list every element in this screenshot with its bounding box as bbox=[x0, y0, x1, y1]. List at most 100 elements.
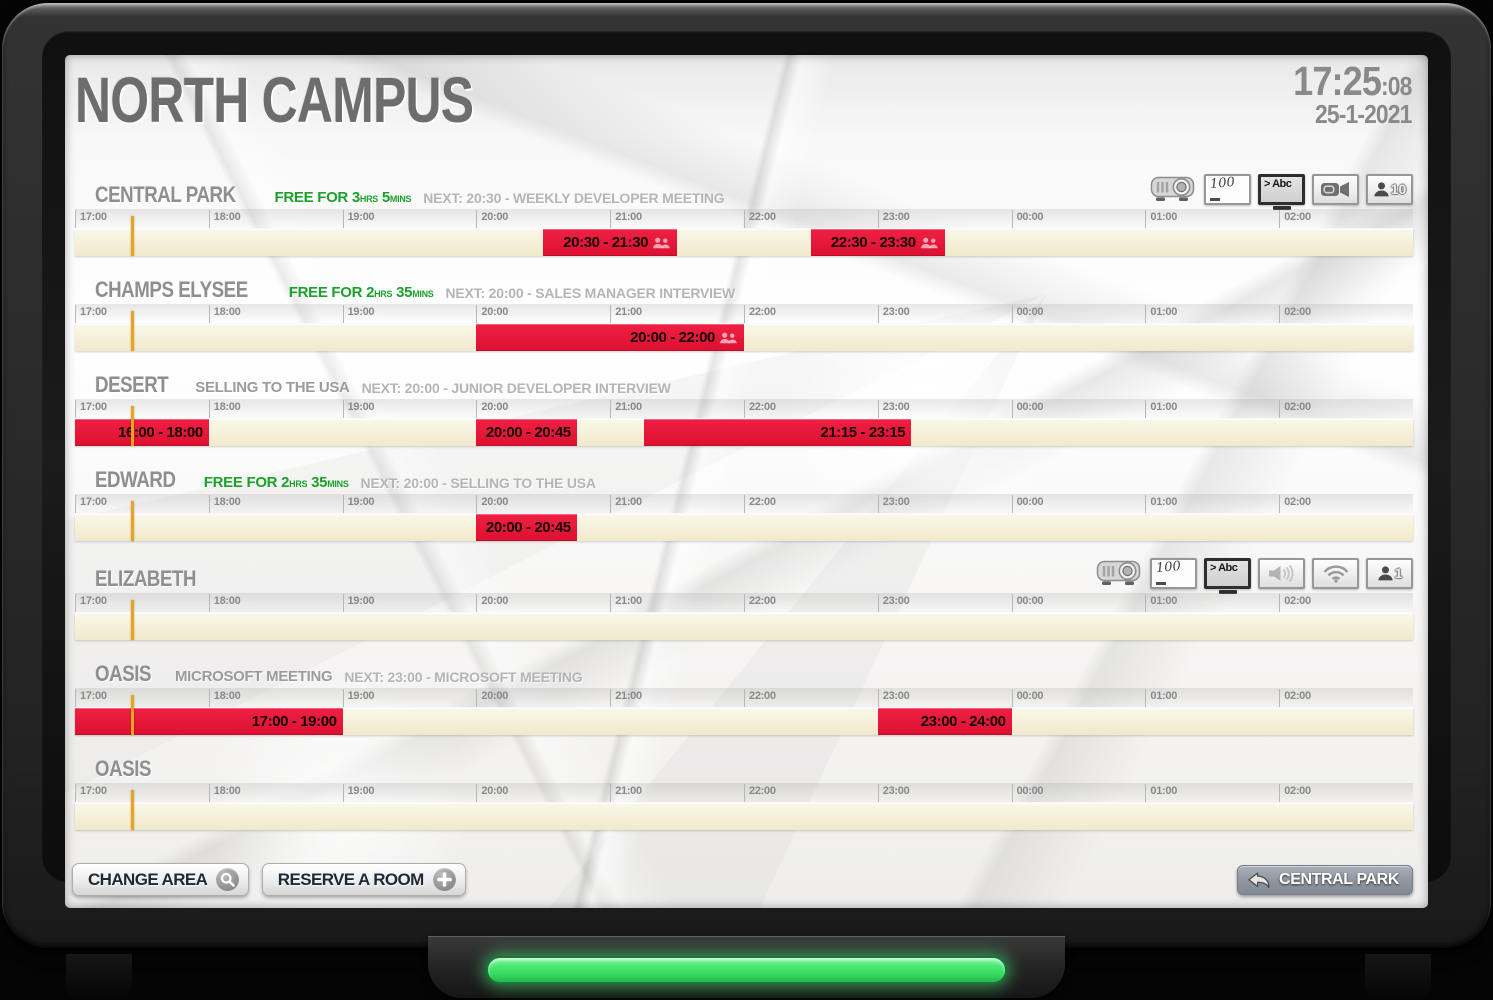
room-status: SELLING TO THE USA bbox=[195, 379, 350, 396]
tick-00:00: 00:00 bbox=[1011, 689, 1044, 707]
time-axis: 17:00 18:00 19:00 20:00 21:00 22:00 23:00 00:00… bbox=[75, 399, 1413, 419]
stand-leg-right bbox=[1365, 954, 1431, 1000]
room-name: ELIZABETH bbox=[95, 566, 197, 591]
whiteboard-icon: 100 bbox=[1204, 173, 1251, 205]
timeline-bar[interactable]: 16:00 - 18:00 20:00 - 20:45 21:15 - 23:15 bbox=[75, 419, 1413, 446]
tick-00:00: 00:00 bbox=[1011, 210, 1044, 228]
room-amenities: 100 > Abc 10 bbox=[1142, 173, 1413, 210]
room-status: FREE FOR 2HRS 35MINS bbox=[288, 284, 434, 301]
capacity-icon: 1 bbox=[1366, 557, 1413, 589]
current-time-line bbox=[131, 311, 135, 351]
room-row[interactable]: ELIZABETH 100 > Abc 1 17:00 18:00 19:00 20:00… bbox=[65, 551, 1428, 640]
booking-block[interactable]: 21:15 - 23:15 bbox=[644, 419, 912, 446]
speaker-icon bbox=[1258, 557, 1305, 589]
tick-19:00: 19:00 bbox=[342, 495, 375, 513]
time-axis: 17:00 18:00 19:00 20:00 21:00 22:00 23:00 00:00… bbox=[75, 783, 1413, 803]
reserve-room-button[interactable]: RESERVE A ROOM bbox=[261, 863, 466, 896]
tick-23:00: 23:00 bbox=[877, 400, 910, 418]
room-timeline: 17:00 18:00 19:00 20:00 21:00 22:00 23:00 00:00… bbox=[75, 494, 1413, 541]
room-header: CENTRAL PARK FREE FOR 3HRS 5MINS NEXT: 2… bbox=[65, 167, 1428, 210]
booking-time-label: 20:00 - 22:00 bbox=[630, 329, 715, 346]
booking-time-label: 22:30 - 23:30 bbox=[830, 234, 916, 251]
timeline-bar[interactable]: 20:00 - 22:00 bbox=[75, 324, 1413, 351]
timeline-bar[interactable] bbox=[75, 803, 1413, 830]
timeline-bar[interactable]: 17:00 - 19:00 23:00 - 24:00 bbox=[75, 708, 1413, 735]
tick-21:00: 21:00 bbox=[610, 495, 642, 513]
wifi-icon bbox=[1312, 557, 1359, 589]
tick-23:00: 23:00 bbox=[877, 210, 910, 228]
tick-17:00: 17:00 bbox=[75, 210, 107, 228]
time-axis: 17:00 18:00 19:00 20:00 21:00 22:00 23:00 00:00… bbox=[75, 304, 1413, 324]
booking-block[interactable]: 16:00 - 18:00 bbox=[75, 419, 209, 446]
tick-18:00: 18:00 bbox=[208, 594, 241, 612]
tick-02:00: 02:00 bbox=[1279, 495, 1311, 513]
time-axis: 17:00 18:00 19:00 20:00 21:00 22:00 23:00 00:00… bbox=[75, 593, 1413, 613]
tick-20:00: 20:00 bbox=[476, 784, 508, 802]
room-row[interactable]: OASIS 17:00 18:00 19:00 20:00 21:00 22:00 23:0… bbox=[65, 741, 1428, 830]
room-timeline: 17:00 18:00 19:00 20:00 21:00 22:00 23:00 00:00… bbox=[75, 688, 1413, 735]
stand-leg-left bbox=[66, 954, 132, 1000]
time-axis: 17:00 18:00 19:00 20:00 21:00 22:00 23:00 00:00… bbox=[75, 688, 1413, 708]
booking-block[interactable]: 20:00 - 20:45 bbox=[476, 514, 576, 541]
tick-02:00: 02:00 bbox=[1279, 305, 1311, 323]
change-area-label: CHANGE AREA bbox=[88, 869, 208, 889]
tick-20:00: 20:00 bbox=[476, 305, 508, 323]
tick-02:00: 02:00 bbox=[1279, 594, 1311, 612]
tick-18:00: 18:00 bbox=[208, 784, 241, 802]
timeline-bar[interactable] bbox=[75, 613, 1413, 640]
room-row[interactable]: OASIS MICROSOFT MEETING NEXT: 23:00 - MI… bbox=[65, 646, 1428, 735]
room-name: CENTRAL PARK bbox=[95, 182, 236, 207]
room-row[interactable]: CHAMPS ELYSEE FREE FOR 2HRS 35MINS NEXT:… bbox=[65, 262, 1428, 351]
tick-17:00: 17:00 bbox=[75, 689, 107, 707]
booking-block[interactable]: 20:00 - 22:00 bbox=[476, 324, 744, 351]
room-row[interactable]: DESERT SELLING TO THE USA NEXT: 20:00 - … bbox=[65, 357, 1428, 446]
room-timeline: 17:00 18:00 19:00 20:00 21:00 22:00 23:00 00:00… bbox=[75, 304, 1413, 351]
tick-21:00: 21:00 bbox=[610, 784, 642, 802]
tick-01:00: 01:00 bbox=[1145, 305, 1177, 323]
tick-17:00: 17:00 bbox=[75, 594, 107, 612]
room-name: CHAMPS ELYSEE bbox=[95, 277, 248, 302]
tick-19:00: 19:00 bbox=[342, 689, 375, 707]
tv-icon: > Abc bbox=[1258, 173, 1305, 210]
tick-20:00: 20:00 bbox=[476, 210, 508, 228]
time-axis: 17:00 18:00 19:00 20:00 21:00 22:00 23:00 00:00… bbox=[75, 494, 1413, 514]
date: 25-1-2021 bbox=[1314, 98, 1412, 129]
room-next-meeting: NEXT: 20:30 - WEEKLY DEVELOPER MEETING bbox=[423, 190, 725, 206]
room-amenities: 100 > Abc 1 bbox=[1088, 557, 1413, 594]
tick-18:00: 18:00 bbox=[208, 400, 241, 418]
booking-block[interactable]: 22:30 - 23:30 bbox=[811, 229, 945, 256]
tick-01:00: 01:00 bbox=[1145, 210, 1177, 228]
room-name: DESERT bbox=[95, 372, 169, 397]
booking-block[interactable]: 20:00 - 20:45 bbox=[476, 419, 576, 446]
booking-time-label: 20:30 - 21:30 bbox=[563, 234, 649, 251]
capacity-icon: 10 bbox=[1366, 173, 1413, 205]
room-header: OASIS MICROSOFT MEETING NEXT: 23:00 - MI… bbox=[65, 646, 1428, 688]
back-to-room-button[interactable]: CENTRAL PARK bbox=[1237, 865, 1413, 895]
tick-01:00: 01:00 bbox=[1145, 495, 1177, 513]
timeline-bar[interactable]: 20:00 - 20:45 bbox=[75, 514, 1413, 541]
tick-21:00: 21:00 bbox=[610, 400, 642, 418]
room-header: OASIS bbox=[65, 741, 1428, 783]
tick-02:00: 02:00 bbox=[1279, 400, 1311, 418]
back-room-label: CENTRAL PARK bbox=[1279, 871, 1399, 888]
current-time-line bbox=[131, 600, 135, 640]
room-row[interactable]: CENTRAL PARK FREE FOR 3HRS 5MINS NEXT: 2… bbox=[65, 167, 1428, 256]
booking-time-label: 23:00 - 24:00 bbox=[920, 713, 1006, 730]
room-row[interactable]: EDWARD FREE FOR 2HRS 35MINS NEXT: 20:00 … bbox=[65, 452, 1428, 541]
tick-20:00: 20:00 bbox=[476, 594, 508, 612]
room-status: FREE FOR 2HRS 35MINS bbox=[203, 474, 349, 491]
room-header: CHAMPS ELYSEE FREE FOR 2HRS 35MINS NEXT:… bbox=[65, 262, 1428, 304]
booking-block[interactable]: 20:30 - 21:30 bbox=[543, 229, 677, 256]
booking-time-label: 20:00 - 20:45 bbox=[485, 424, 571, 441]
booking-block[interactable]: 17:00 - 19:00 bbox=[75, 708, 343, 735]
room-next-meeting: NEXT: 20:00 - JUNIOR DEVELOPER INTERVIEW bbox=[361, 380, 671, 396]
tick-19:00: 19:00 bbox=[342, 594, 375, 612]
booking-block[interactable]: 23:00 - 24:00 bbox=[878, 708, 1012, 735]
tick-22:00: 22:00 bbox=[744, 784, 776, 802]
room-name: OASIS bbox=[95, 661, 152, 686]
change-area-button[interactable]: CHANGE AREA bbox=[72, 863, 250, 896]
tick-00:00: 00:00 bbox=[1011, 400, 1044, 418]
timeline-bar[interactable]: 20:30 - 21:30 22:30 - 23:30 bbox=[75, 229, 1413, 256]
tick-02:00: 02:00 bbox=[1279, 210, 1311, 228]
